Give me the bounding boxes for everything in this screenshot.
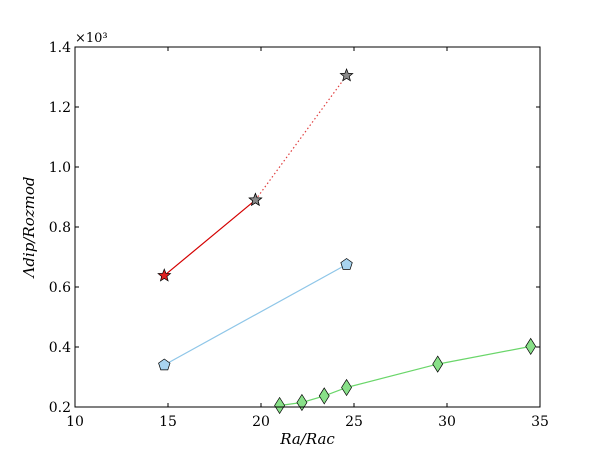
x-axis-label: Ra/Rac — [279, 430, 335, 448]
axis-multiplier: ×10³ — [75, 31, 108, 46]
y-axis-label: Λdip/Rozmod — [20, 177, 38, 280]
series-line — [163, 263, 347, 366]
series-line — [163, 199, 256, 277]
series-3 — [274, 337, 537, 415]
diamond-marker — [432, 355, 444, 373]
star-marker — [157, 268, 172, 282]
ticks-layer: 10 15 20 25 30 35 0.2 0.4 0.6 0.8 1.0 1.2 1.4 — [49, 40, 549, 430]
series-0 — [157, 192, 263, 282]
pentagon-marker — [340, 258, 353, 270]
x-tick-label: 20 — [252, 414, 270, 430]
x-tick-label: 10 — [66, 414, 84, 430]
y-tick-label: 0.6 — [49, 280, 71, 296]
series-2 — [158, 258, 353, 371]
y-tick-label: 0.4 — [49, 340, 71, 356]
series-layer — [157, 68, 537, 415]
diamond-marker — [296, 393, 308, 412]
diamond-marker — [274, 396, 286, 415]
x-tick-label: 15 — [159, 414, 177, 430]
diamond-marker — [318, 387, 330, 405]
x-tick-label: 30 — [438, 414, 456, 430]
x-tick-label: 25 — [345, 414, 363, 430]
y-tick-label: 1.4 — [49, 40, 71, 56]
pentagon-marker — [158, 358, 171, 371]
star-marker — [248, 192, 263, 207]
plot-frame — [74, 46, 541, 408]
x-tick-label: 35 — [531, 414, 549, 430]
y-tick-label: 1.0 — [49, 160, 71, 176]
series-line — [254, 75, 348, 201]
diamond-marker — [341, 378, 352, 397]
y-tick-label: 1.2 — [49, 100, 71, 116]
y-tick-label: 0.2 — [49, 400, 71, 416]
series-line — [279, 345, 531, 407]
series-1 — [248, 68, 354, 207]
star-marker — [339, 68, 354, 82]
diamond-marker — [525, 337, 537, 356]
y-tick-label: 0.8 — [49, 220, 71, 236]
